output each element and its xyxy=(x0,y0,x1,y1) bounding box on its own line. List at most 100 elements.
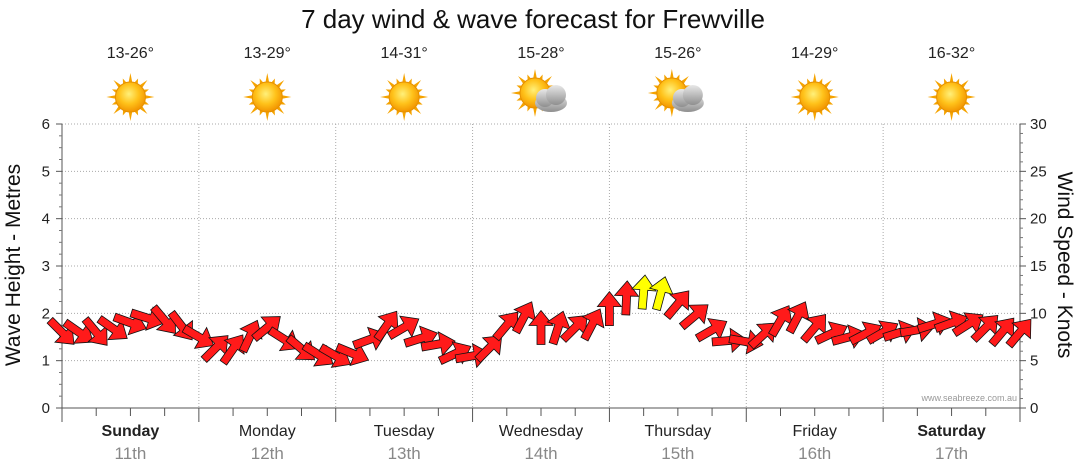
sun-disc xyxy=(799,81,831,113)
day-label: Friday xyxy=(792,423,836,440)
sun-ray xyxy=(139,106,148,114)
wind-arrow-shape xyxy=(219,334,245,366)
sun-ray xyxy=(113,80,122,88)
sun-ray xyxy=(681,76,689,84)
sun-ray xyxy=(511,91,521,95)
y-tick-label: 0 xyxy=(42,400,50,417)
wind-arrow xyxy=(474,335,503,364)
wind-arrow xyxy=(596,290,623,327)
y2-tick-label: 15 xyxy=(1030,258,1047,275)
temp-range: 13-26° xyxy=(107,45,154,62)
temp-range: 14-29° xyxy=(791,45,838,62)
y2-tick-label: 10 xyxy=(1030,305,1047,322)
date-label: 15th xyxy=(661,444,694,463)
sun-ray xyxy=(128,111,133,121)
wind-arrow xyxy=(420,331,456,357)
sun-icon xyxy=(243,73,292,121)
wind-arrow xyxy=(663,290,690,321)
sun-ray xyxy=(518,76,526,84)
temp-range: 16-32° xyxy=(928,45,975,62)
chart-title: 7 day wind & wave forecast for Frewville xyxy=(301,4,765,34)
sun-ray xyxy=(670,107,674,117)
wind-arrow xyxy=(747,322,777,350)
date-label: 17th xyxy=(935,444,968,463)
sun-ray xyxy=(113,106,122,114)
wind-arrow-shape xyxy=(420,331,456,357)
sun-ray xyxy=(797,106,806,114)
wind-arrow-shape xyxy=(785,301,810,335)
sun-ray xyxy=(949,73,954,83)
sun-ray xyxy=(829,95,839,99)
partly-cloudy-icon xyxy=(511,69,567,117)
temp-range: 15-26° xyxy=(654,45,701,62)
wind-arrow xyxy=(882,319,918,345)
sun-ray xyxy=(544,76,552,84)
sun-ray xyxy=(823,106,832,114)
date-label: 11th xyxy=(115,444,147,463)
wind-arrow xyxy=(613,280,640,316)
temp-range: 15-28° xyxy=(517,45,564,62)
wind-arrow xyxy=(219,334,245,366)
y-tick-label: 5 xyxy=(42,163,50,180)
sun-ray xyxy=(812,111,817,121)
temp-range: 13-29° xyxy=(244,45,291,62)
sun-ray xyxy=(927,95,937,99)
wind-arrow-shape xyxy=(970,315,999,343)
sun-ray xyxy=(797,80,806,88)
wind-arrow xyxy=(285,334,316,361)
y-tick-label: 1 xyxy=(42,353,50,370)
sun-ray xyxy=(402,73,406,83)
day-label: Monday xyxy=(239,423,296,440)
cloud-icon xyxy=(535,85,567,112)
wind-arrow xyxy=(1005,318,1032,349)
sun-ray xyxy=(139,80,148,88)
sun-icon xyxy=(790,73,839,121)
cloud-part xyxy=(682,85,703,105)
wind-arrow xyxy=(678,304,709,331)
day-label: Thursday xyxy=(645,423,712,440)
y-axis-label: Wave Height - Metres xyxy=(2,164,25,366)
wind-arrow-shape xyxy=(613,280,640,316)
wind-arrow xyxy=(970,315,999,343)
sun-ray xyxy=(670,69,674,79)
wind-arrow xyxy=(899,316,935,343)
wind-arrow-shape xyxy=(596,290,623,327)
wind-arrow-shape xyxy=(899,316,935,343)
wind-arrow xyxy=(580,308,605,342)
temp-range: 14-31° xyxy=(380,45,427,62)
day-label: Sunday xyxy=(102,423,160,440)
wind-arrow-shape xyxy=(474,335,503,364)
wind-arrow-shape xyxy=(580,308,605,342)
day-label: Saturday xyxy=(917,423,986,440)
sun-ray xyxy=(413,80,422,88)
sun-ray xyxy=(250,106,259,114)
wind-arrow-shape xyxy=(528,309,554,345)
date-label: 13th xyxy=(388,444,421,463)
y2-tick-label: 30 xyxy=(1030,116,1047,133)
sun-ray xyxy=(533,107,537,117)
cloud-icon xyxy=(671,85,704,112)
day-label: Wednesday xyxy=(499,423,583,440)
y2-tick-label: 0 xyxy=(1030,400,1038,417)
wind-arrow-shape xyxy=(386,315,420,341)
sun-ray xyxy=(387,80,395,88)
sun-ray xyxy=(282,95,292,99)
y-tick-label: 3 xyxy=(42,258,50,275)
sun-ray xyxy=(654,102,663,110)
sun-ray xyxy=(387,106,395,114)
wind-arrow-shape xyxy=(663,290,690,321)
sun-ray xyxy=(380,95,390,99)
sun-ray xyxy=(413,106,422,114)
sun-icon xyxy=(106,73,155,121)
wind-arrow-shape xyxy=(678,304,709,331)
wind-arrow-shape xyxy=(285,334,316,361)
y-tick-label: 6 xyxy=(42,116,50,133)
sun-disc xyxy=(936,81,968,113)
sun-ray xyxy=(960,106,969,114)
date-label: 14th xyxy=(524,444,557,463)
y2-tick-label: 25 xyxy=(1030,163,1047,180)
sun-ray xyxy=(654,76,663,84)
wind-arrow xyxy=(630,274,657,310)
partly-cloudy-icon xyxy=(647,69,704,117)
